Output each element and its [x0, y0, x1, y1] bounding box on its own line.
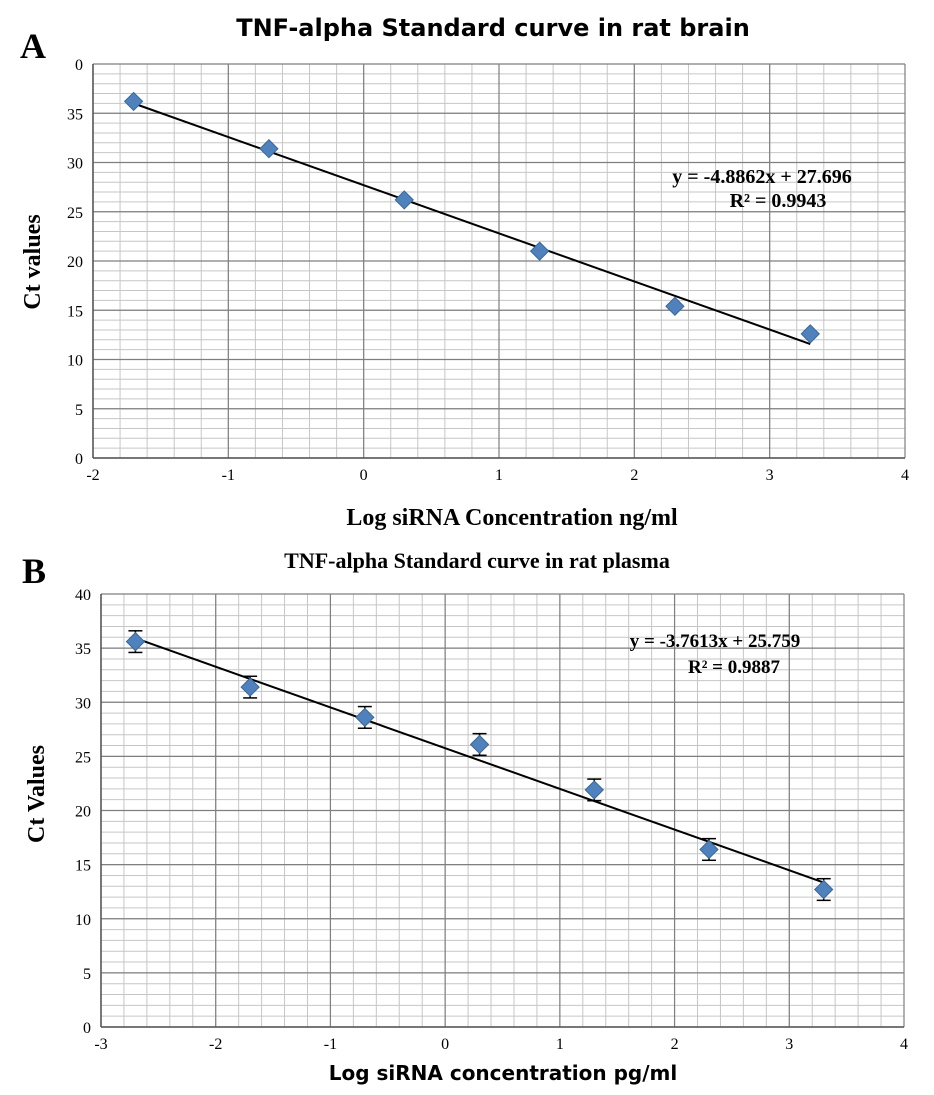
chart-a: A TNF-alpha Standard curve in rat brain …	[20, 14, 909, 531]
data-point	[394, 190, 414, 210]
y-tick-label: 35	[75, 641, 91, 658]
y-tick-label: 15	[67, 303, 83, 320]
y-tick-label: 20	[67, 254, 83, 271]
chart-a-gridlines	[92, 63, 906, 459]
y-tick-label: 25	[67, 205, 83, 222]
y-tick-label: 15	[75, 858, 91, 875]
y-tick-label: 20	[75, 804, 91, 821]
data-point	[529, 241, 550, 261]
chart-a-ylabel: Ct values	[20, 214, 46, 309]
chart-a-points	[123, 91, 820, 344]
x-tick-label: 1	[556, 1036, 564, 1053]
x-tick-label: 1	[495, 467, 503, 484]
chart-b-r-squared: R² = 0.9887	[688, 657, 780, 678]
trendline	[133, 102, 811, 345]
chart-b-title: TNF-alpha Standard curve in rat plasma	[284, 548, 670, 573]
panel-label-b: B	[22, 551, 46, 591]
chart-b-points	[125, 630, 834, 902]
y-tick-label: 10	[67, 353, 83, 370]
x-tick-label: 4	[900, 1036, 908, 1053]
chart-a-r-squared: R² = 0.9943	[730, 190, 827, 212]
chart-a-trendline	[133, 102, 811, 345]
x-tick-label: 2	[630, 467, 638, 484]
chart-b-gridlines	[100, 593, 905, 1028]
x-tick-label: 4	[901, 467, 909, 484]
y-tick-label: 25	[75, 749, 91, 766]
chart-a-xlabel: Log siRNA Concentration ng/ml	[346, 505, 678, 531]
y-tick-label: 0	[75, 57, 83, 74]
y-tick-label: 30	[75, 695, 91, 712]
x-tick-label: 3	[766, 467, 774, 484]
data-point	[259, 139, 279, 159]
y-tick-label: 35	[67, 106, 83, 123]
x-tick-label: -3	[94, 1036, 107, 1053]
y-tick-label: 5	[75, 402, 83, 419]
data-point	[125, 631, 146, 652]
x-tick-label: -1	[222, 467, 235, 484]
data-point	[800, 324, 820, 344]
data-point	[699, 839, 719, 860]
x-tick-label: -2	[209, 1036, 222, 1053]
data-point	[123, 91, 144, 112]
y-tick-label: 10	[75, 912, 91, 929]
data-point	[665, 296, 685, 317]
panel-label-a: A	[20, 26, 46, 66]
y-tick-label: 30	[67, 156, 83, 173]
data-point	[584, 780, 604, 800]
y-tick-label: 40	[75, 587, 91, 604]
x-tick-label: 0	[441, 1036, 449, 1053]
data-point	[355, 707, 375, 728]
y-tick-label: 5	[83, 966, 91, 983]
x-tick-label: -2	[86, 467, 99, 484]
chart-b-xlabel: Log siRNA concentration pg/ml	[329, 1061, 678, 1085]
data-point	[813, 879, 834, 900]
chart-b-equation: y = -3.7613x + 25.759	[630, 631, 800, 652]
x-tick-label: 0	[360, 467, 368, 484]
x-tick-label: 2	[671, 1036, 679, 1053]
chart-a-equation: y = -4.8862x + 27.696	[672, 166, 851, 188]
x-tick-label: 3	[785, 1036, 793, 1053]
chart-a-title: TNF-alpha Standard curve in rat brain	[236, 14, 750, 42]
chart-a-tick-labels: -2 -1 0 1 2 3 4 0 5 10 15 20 25 30 35 0	[67, 57, 909, 484]
chart-b: B TNF-alpha Standard curve in rat plasma…	[22, 548, 908, 1085]
chart-b-ylabel: Ct Values	[24, 745, 50, 843]
x-tick-label: -1	[324, 1036, 337, 1053]
y-tick-label: 0	[75, 451, 83, 468]
data-point	[469, 734, 490, 755]
data-point	[240, 677, 260, 697]
y-tick-label: 0	[83, 1020, 91, 1037]
